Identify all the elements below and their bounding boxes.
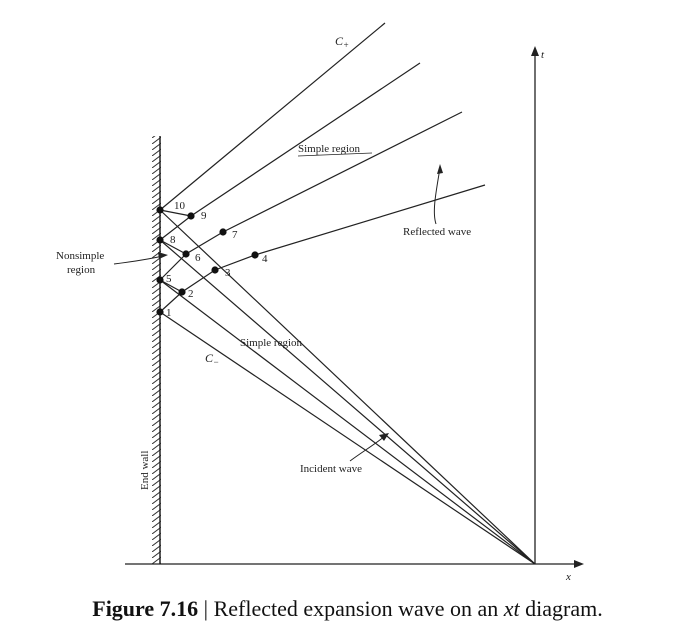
t-axis-arrow [531, 46, 539, 56]
nonsimple-region-pointer [113, 255, 164, 265]
incident-line-3 [159, 239, 536, 565]
incident-line-1 [159, 311, 536, 565]
connector-8-6 [159, 239, 187, 255]
incident-wave-label: Incident wave [300, 463, 362, 475]
point-label-1: 1 [166, 307, 172, 319]
incident-wave-pointer [349, 435, 386, 462]
incident-line-2 [159, 279, 536, 565]
characteristic-points [156, 206, 259, 316]
point-label-6: 6 [195, 252, 201, 264]
simple-region-top-label: Simple region [298, 143, 361, 155]
point-9 [187, 212, 195, 220]
incident-wave-pointer-head [379, 433, 389, 441]
caption-text-before: Reflected expansion wave on an [213, 596, 504, 621]
point-label-2: 2 [188, 288, 194, 300]
reflected-wave-pointer-head [437, 164, 443, 174]
caption-separator: | [198, 596, 214, 621]
figure-caption: Figure 7.16 | Reflected expansion wave o… [0, 596, 695, 622]
c-minus-label: C− [205, 351, 219, 367]
point-label-8: 8 [170, 234, 176, 246]
x-axis-label: x [565, 571, 571, 583]
reflected-line-3 [159, 62, 421, 241]
point-3 [211, 266, 219, 274]
t-axis-label: t [541, 49, 545, 61]
nonsimple-region-pointer-head [158, 252, 168, 259]
incident-wave-lines [159, 209, 536, 565]
point-10 [156, 206, 164, 214]
point-6 [182, 250, 190, 258]
simple-region-top-underline [297, 152, 373, 157]
point-label-4: 4 [262, 253, 268, 265]
connector-10-9 [159, 209, 192, 217]
end-wall-label: End wall [139, 451, 151, 490]
point-label-9: 9 [201, 210, 207, 222]
simple-region-bottom-label: Simple region [240, 337, 303, 349]
point-4 [251, 251, 259, 259]
figure-number: Figure 7.16 [92, 596, 199, 621]
reflected-line-4 [159, 22, 386, 211]
point-label-3: 3 [225, 267, 231, 279]
reflected-wave-pointer [433, 167, 441, 225]
caption-variable: xt [503, 596, 520, 621]
reflected-wave-lines [159, 22, 486, 313]
point-5 [156, 276, 164, 284]
reflected-line-2 [159, 111, 463, 281]
point-1 [156, 308, 164, 316]
x-axis-arrow [574, 560, 584, 568]
incident-line-4 [159, 209, 536, 565]
point-label-7: 7 [232, 229, 238, 241]
end-wall-hatching [152, 136, 161, 564]
nonsimple-region-label-line2: region [67, 264, 96, 276]
point-7 [219, 228, 227, 236]
point-label-10: 10 [174, 200, 186, 212]
reflected-wave-label: Reflected wave [403, 226, 471, 238]
point-2 [178, 288, 186, 296]
point-label-5: 5 [166, 273, 172, 285]
nonsimple-region-label-line1: Nonsimple [56, 250, 104, 262]
connector-5-2 [159, 279, 183, 293]
caption-text-after: diagram. [519, 596, 603, 621]
c-plus-label: C+ [335, 34, 349, 50]
point-8 [156, 236, 164, 244]
